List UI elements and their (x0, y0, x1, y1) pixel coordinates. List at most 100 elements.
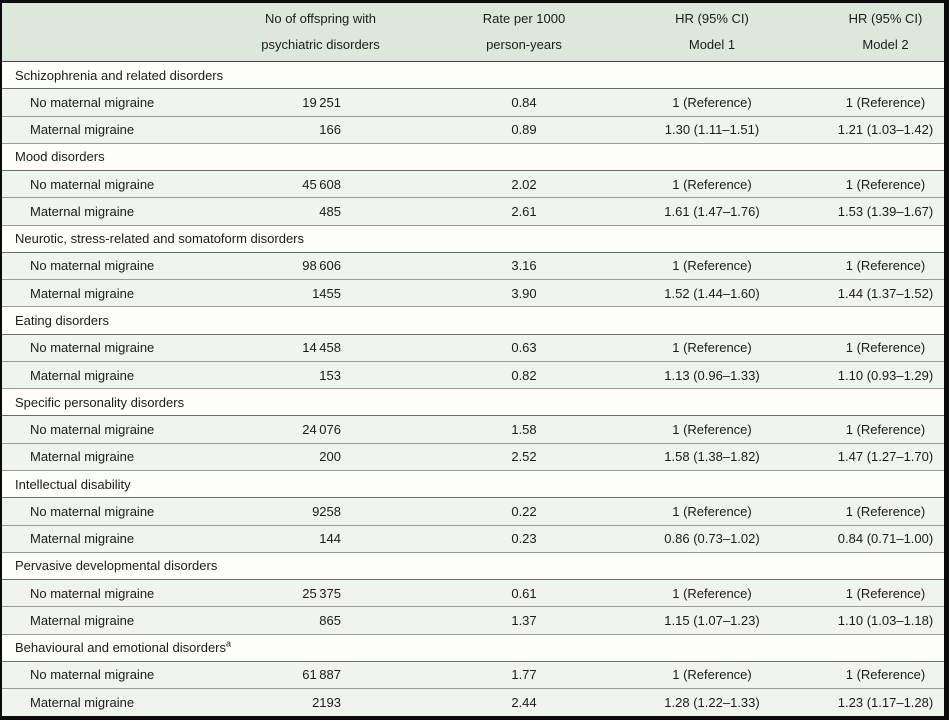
table-row: Maternal migraine 144 0.23 0.86 (0.73–1.… (2, 525, 944, 553)
cell-model2: 1.53 (1.39–1.67) (797, 197, 944, 226)
section-title: Mood disorders (2, 143, 944, 172)
column-header-blank (2, 3, 234, 62)
cell-model1: 1 (Reference) (627, 334, 797, 362)
cell-model2: 1 (Reference) (797, 170, 944, 199)
section-header-neurotic: Neurotic, stress-related and somatoform … (2, 225, 944, 253)
section-title: Intellectual disability (2, 470, 944, 499)
cell-model1: 1 (Reference) (627, 88, 797, 117)
section-title: Neurotic, stress-related and somatoform … (2, 225, 944, 253)
psychiatric-disorders-table: No of offspring with psychiatric disorde… (2, 3, 944, 716)
cell-model1: 1 (Reference) (627, 497, 797, 526)
footnote-marker: a (226, 638, 232, 649)
cell-model2: 1.10 (1.03–1.18) (797, 606, 944, 635)
column-header-model2-line1: HR (95% CI) (848, 11, 923, 26)
cell-rate: 0.82 (407, 361, 627, 390)
cell-model1: 1 (Reference) (627, 579, 797, 608)
row-label: Maternal migraine (2, 197, 234, 226)
cell-rate: 2.61 (407, 197, 627, 226)
cell-offspring: 9258 (234, 497, 407, 526)
column-header-model2: HR (95% CI) Model 2 (797, 3, 944, 62)
cell-offspring: 485 (234, 197, 407, 226)
section-title: Pervasive developmental disorders (2, 552, 944, 581)
cell-offspring: 2193 (234, 688, 407, 716)
section-title-text: Behavioural and emotional disorders (15, 640, 227, 656)
table-row: No maternal migraine 9258 0.22 1 (Refere… (2, 497, 944, 526)
column-header-rate-line1: Rate per 1000 (482, 11, 566, 26)
column-header-offspring-line2: psychiatric disorders (261, 37, 380, 52)
cell-rate: 0.89 (407, 116, 627, 144)
section-title: Behavioural and emotional disordersa (2, 634, 944, 662)
table-row: No maternal migraine 24 076 1.58 1 (Refe… (2, 415, 944, 444)
row-label: Maternal migraine (2, 361, 234, 390)
table-row: No maternal migraine 98 606 3.16 1 (Refe… (2, 252, 944, 281)
cell-rate: 0.63 (407, 334, 627, 362)
table-row: Maternal migraine 2193 2.44 1.28 (1.22–1… (2, 688, 944, 716)
cell-offspring: 166 (234, 116, 407, 144)
section-header-intellectual: Intellectual disability (2, 470, 944, 499)
cell-model2: 1.47 (1.27–1.70) (797, 443, 944, 471)
cell-offspring: 865 (234, 606, 407, 635)
cell-rate: 2.52 (407, 443, 627, 471)
table-row: Maternal migraine 153 0.82 1.13 (0.96–1.… (2, 361, 944, 390)
cell-model1: 1.52 (1.44–1.60) (627, 279, 797, 308)
cell-model1: 1.28 (1.22–1.33) (627, 688, 797, 716)
row-label: No maternal migraine (2, 415, 234, 444)
cell-offspring: 14 458 (234, 334, 407, 362)
cell-rate: 3.16 (407, 252, 627, 281)
row-label: Maternal migraine (2, 279, 234, 308)
section-header-eating: Eating disorders (2, 306, 944, 335)
cell-model2: 1 (Reference) (797, 661, 944, 690)
column-header-model1: HR (95% CI) Model 1 (627, 3, 797, 62)
cell-rate: 3.90 (407, 279, 627, 308)
table-row: Maternal migraine 485 2.61 1.61 (1.47–1.… (2, 197, 944, 226)
section-title: Schizophrenia and related disorders (2, 61, 944, 90)
cell-rate: 2.44 (407, 688, 627, 716)
section-header-personality: Specific personality disorders (2, 388, 944, 417)
section-header-behavioural: Behavioural and emotional disordersa (2, 634, 944, 662)
cell-model1: 1 (Reference) (627, 170, 797, 199)
cell-model1: 1.13 (0.96–1.33) (627, 361, 797, 390)
table-row: No maternal migraine 19 251 0.84 1 (Refe… (2, 88, 944, 117)
cell-offspring: 144 (234, 525, 407, 553)
cell-rate: 2.02 (407, 170, 627, 199)
table-row: Maternal migraine 865 1.37 1.15 (1.07–1.… (2, 606, 944, 635)
table-row: No maternal migraine 45 608 2.02 1 (Refe… (2, 170, 944, 199)
cell-model2: 1.44 (1.37–1.52) (797, 279, 944, 308)
table-row: No maternal migraine 14 458 0.63 1 (Refe… (2, 334, 944, 362)
cell-offspring: 98 606 (234, 252, 407, 281)
cell-rate: 1.37 (407, 606, 627, 635)
cell-rate: 1.58 (407, 415, 627, 444)
cell-model1: 1.61 (1.47–1.76) (627, 197, 797, 226)
cell-model1: 1 (Reference) (627, 415, 797, 444)
cell-model2: 1 (Reference) (797, 579, 944, 608)
table-header-row: No of offspring with psychiatric disorde… (2, 3, 944, 62)
row-label: No maternal migraine (2, 170, 234, 199)
row-label: Maternal migraine (2, 443, 234, 471)
table-row: No maternal migraine 61 887 1.77 1 (Refe… (2, 661, 944, 690)
table-row: Maternal migraine 200 2.52 1.58 (1.38–1.… (2, 443, 944, 471)
cell-rate: 0.61 (407, 579, 627, 608)
column-header-offspring-line1: No of offspring with (264, 11, 377, 26)
cell-model2: 1.10 (0.93–1.29) (797, 361, 944, 390)
column-header-model1-line2: Model 1 (688, 37, 736, 52)
cell-offspring: 19 251 (234, 88, 407, 117)
cell-model2: 1 (Reference) (797, 88, 944, 117)
cell-model1: 1.58 (1.38–1.82) (627, 443, 797, 471)
cell-offspring: 25 375 (234, 579, 407, 608)
cell-model1: 1.30 (1.11–1.51) (627, 116, 797, 144)
cell-model2: 1 (Reference) (797, 334, 944, 362)
cell-model2: 1.21 (1.03–1.42) (797, 116, 944, 144)
row-label: Maternal migraine (2, 606, 234, 635)
section-header-schizophrenia: Schizophrenia and related disorders (2, 61, 944, 90)
column-header-model1-line1: HR (95% CI) (675, 11, 749, 26)
section-title: Eating disorders (2, 306, 944, 335)
row-label: No maternal migraine (2, 88, 234, 117)
cell-rate: 0.84 (407, 88, 627, 117)
row-label: No maternal migraine (2, 661, 234, 690)
column-header-model2-line2: Model 2 (862, 37, 909, 52)
cell-model2: 0.84 (0.71–1.00) (797, 525, 944, 553)
column-header-rate-line2: person-years (486, 37, 562, 52)
cell-rate: 1.77 (407, 661, 627, 690)
row-label: No maternal migraine (2, 579, 234, 608)
